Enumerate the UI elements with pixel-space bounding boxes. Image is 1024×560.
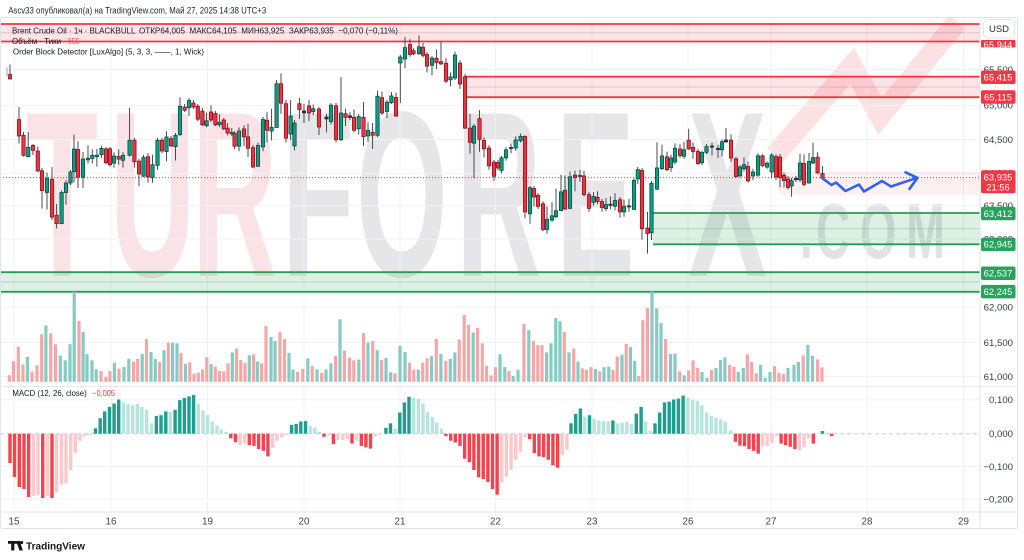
svg-text:64,500: 64,500	[984, 135, 1013, 146]
svg-text:MACD (12, 26, close): MACD (12, 26, close)	[12, 388, 86, 398]
svg-text:26: 26	[683, 517, 694, 528]
svg-text:28: 28	[862, 517, 873, 528]
svg-text:Brent Crude Oil · 1ч · BLACKBU: Brent Crude Oil · 1ч · BLACKBULL	[12, 25, 136, 35]
svg-text:21:56: 21:56	[986, 182, 1009, 193]
svg-text:USD: USD	[989, 24, 1009, 35]
svg-text:TradingView: TradingView	[26, 541, 85, 552]
svg-text:ОТКР64,005 МАКС64,105 МИН63,: ОТКР64,005 МАКС64,105 МИН63,925 ЗАКР63,9…	[139, 25, 398, 35]
svg-text:Объём · Тики: Объём · Тики	[12, 36, 61, 46]
svg-text:15: 15	[9, 517, 20, 528]
svg-text:Ascv33 опубликовал(а) на Tradi: Ascv33 опубликовал(а) на TradingView.com…	[8, 5, 266, 15]
svg-text:Order Block Detector [LuxAlgo]: Order Block Detector [LuxAlgo] (5, 3, 3,…	[13, 47, 204, 57]
svg-text:65,115: 65,115	[984, 91, 1012, 102]
svg-text:29: 29	[958, 517, 969, 528]
svg-text:62,000: 62,000	[984, 303, 1013, 314]
svg-text:16: 16	[106, 517, 117, 528]
svg-text:63,412: 63,412	[984, 208, 1013, 219]
svg-text:655: 655	[68, 36, 80, 46]
svg-text:−0,005: −0,005	[92, 388, 115, 398]
svg-text:21: 21	[395, 517, 406, 528]
svg-text:61,000: 61,000	[984, 372, 1013, 383]
svg-text:19: 19	[202, 517, 213, 528]
svg-text:27: 27	[766, 517, 777, 528]
svg-text:0,100: 0,100	[989, 395, 1013, 406]
svg-text:−0,200: −0,200	[983, 494, 1013, 505]
svg-text:22: 22	[490, 517, 501, 528]
svg-text:61,500: 61,500	[984, 338, 1013, 349]
svg-text:62,537: 62,537	[984, 268, 1013, 279]
svg-text:65,415: 65,415	[984, 72, 1013, 83]
svg-text:62,945: 62,945	[984, 239, 1013, 250]
svg-text:0,000: 0,000	[989, 429, 1013, 440]
svg-text:−0,100: −0,100	[983, 462, 1013, 473]
svg-text:62,245: 62,245	[984, 286, 1013, 297]
svg-text:23: 23	[587, 517, 598, 528]
svg-text:20: 20	[299, 517, 310, 528]
